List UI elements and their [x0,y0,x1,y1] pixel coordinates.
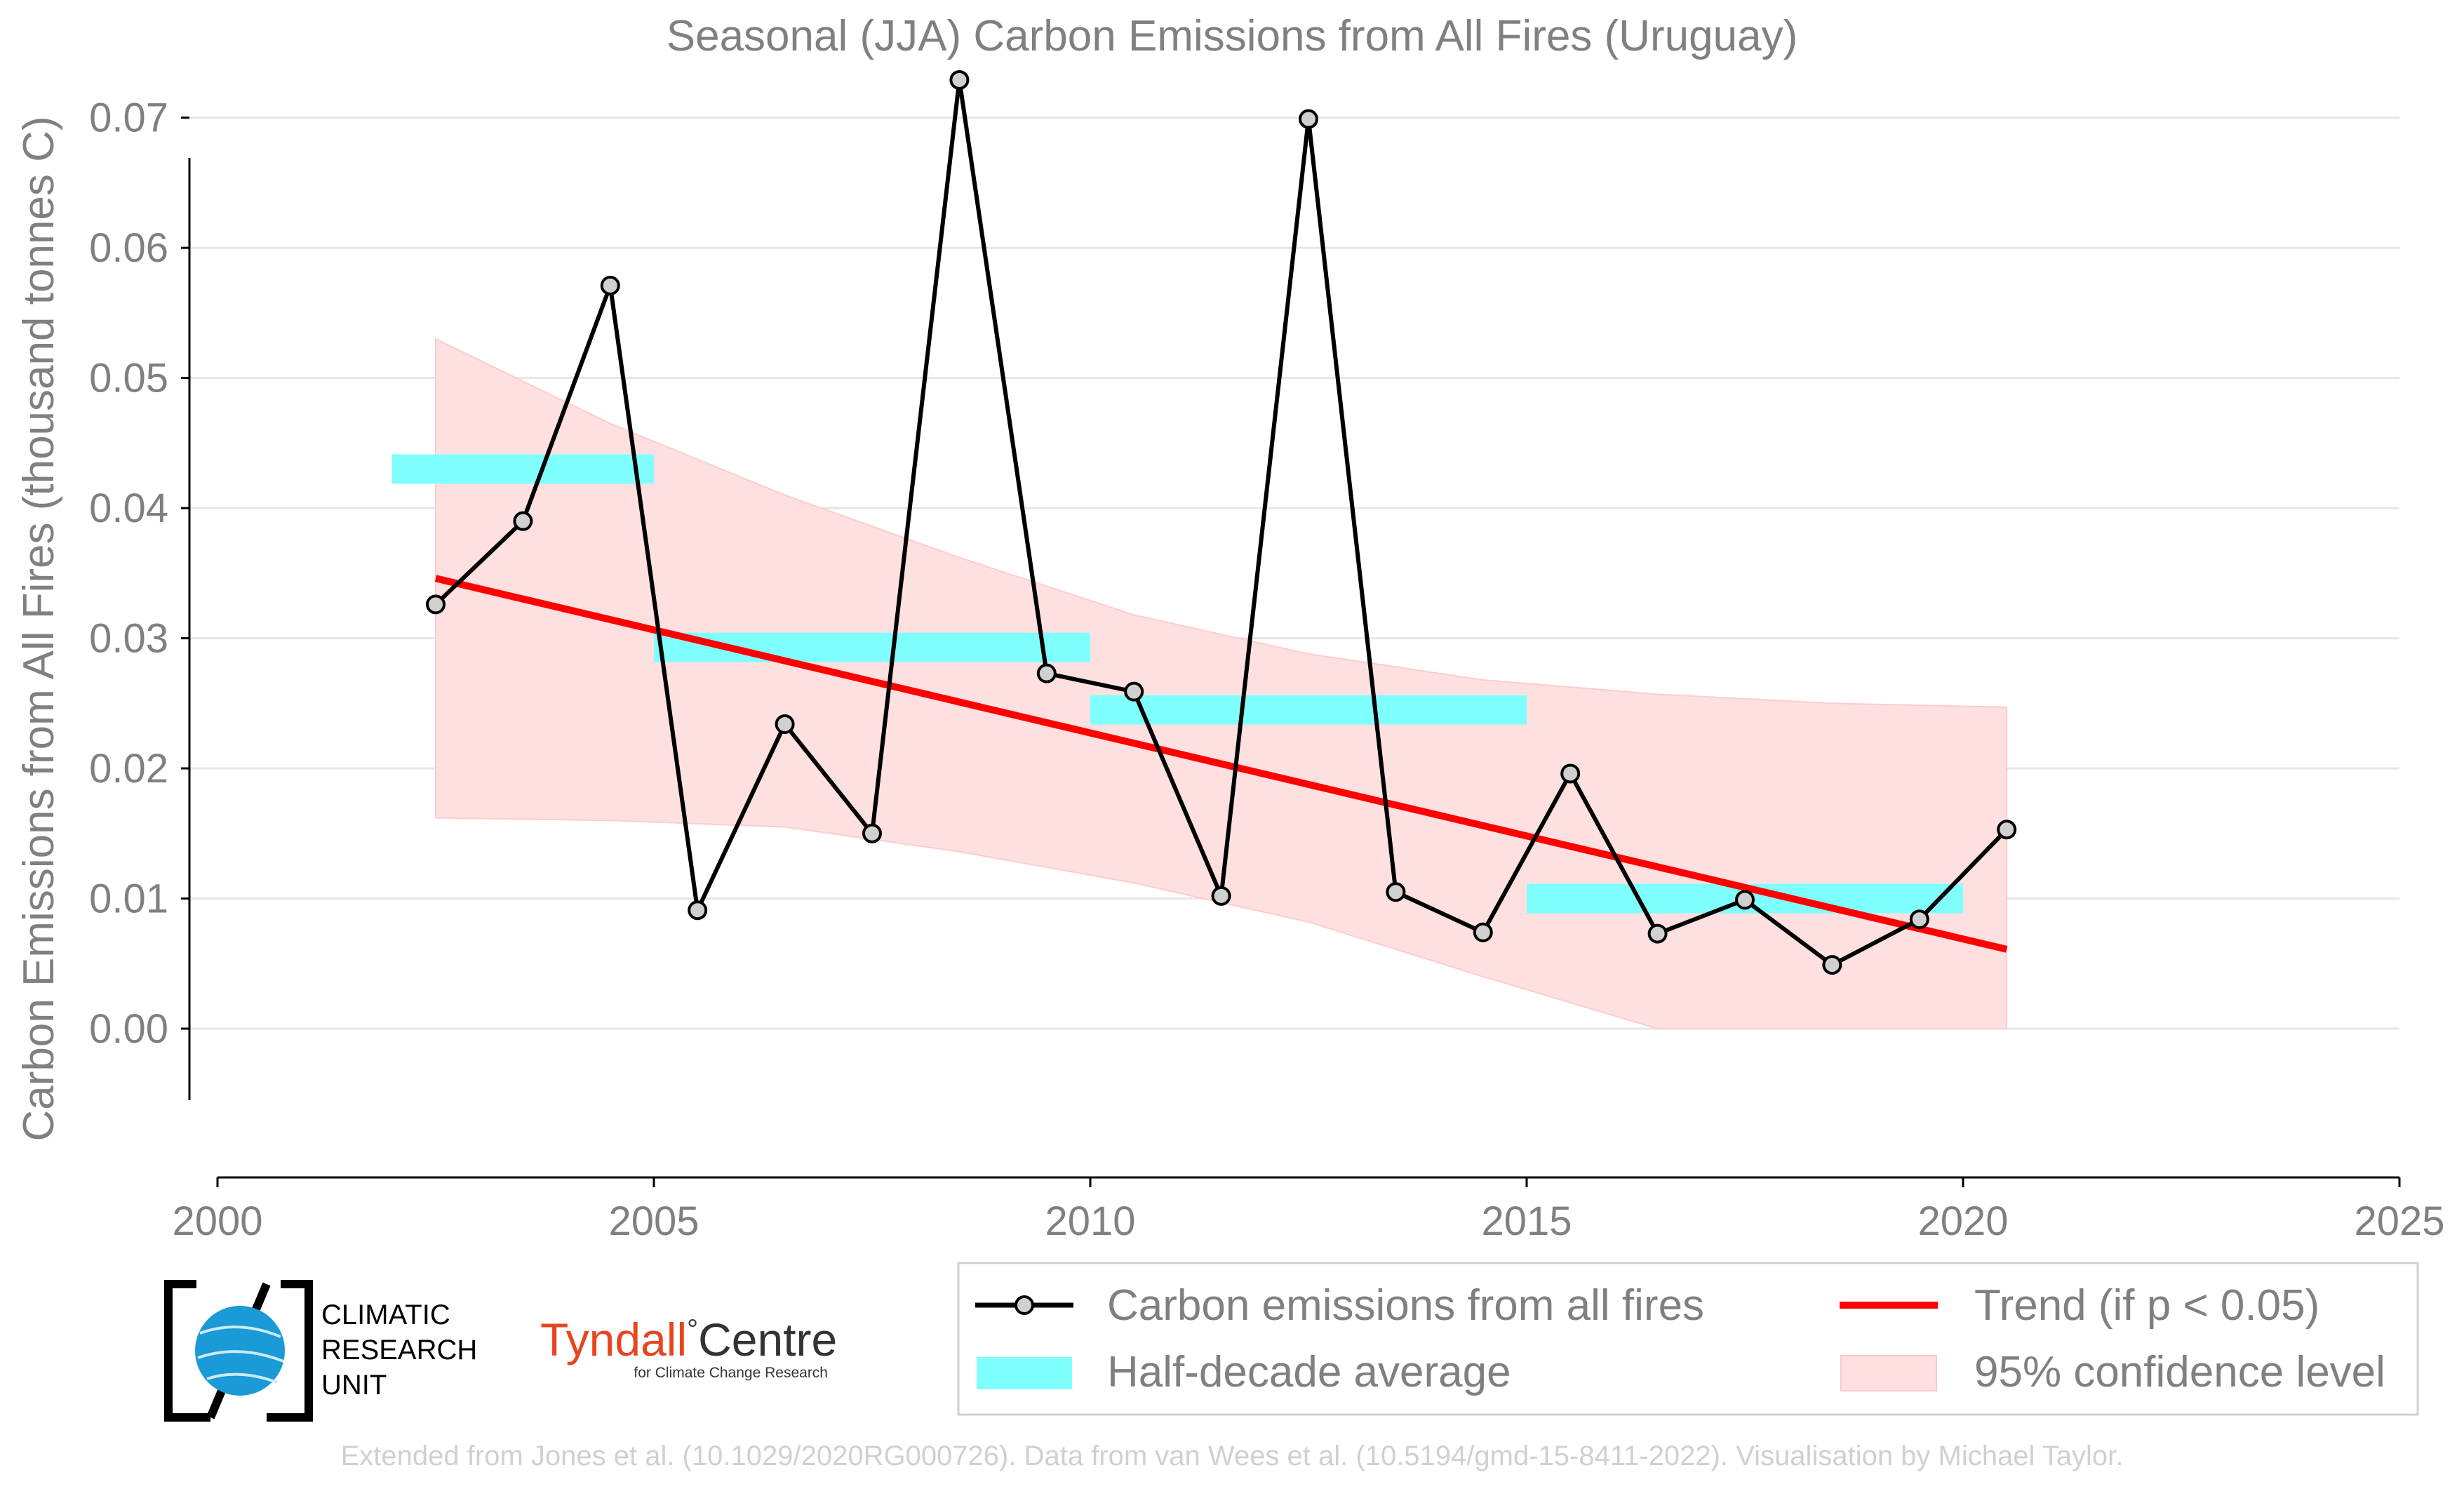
cru-line-3: UNIT [321,1370,387,1401]
emissions-point-2018.5 [1822,955,1842,975]
x-tick-label-2015: 2015 [1481,1198,1572,1244]
footer-credit: Extended from Jones et al. (10.1029/2020… [341,1441,2124,1471]
tyndall-degree: ° [687,1314,698,1345]
emissions-point-2014.5 [1473,922,1493,942]
y-tick-label-0.00: 0.00 [89,1006,168,1052]
emissions-point-2015.5 [1560,763,1581,784]
x-tick-label-2010: 2010 [1045,1198,1135,1244]
emissions-point-2006.5 [775,714,795,735]
half-decade-bar-2 [1090,695,1527,725]
cru-logo: CLIMATIC RESEARCH UNIT [164,1280,477,1422]
tyndall-subtitle: for Climate Change Research [634,1365,828,1381]
emissions-point-2020.5 [1997,820,2017,840]
emissions-point-2013.5 [1386,882,1406,902]
y-tick-label-0.05: 0.05 [89,356,168,401]
tyndall-centre: Centre [698,1314,837,1365]
cru-line-1: CLIMATIC [321,1300,450,1330]
legend-swatch-confidence [1840,1355,1937,1391]
legend-label-emissions: Carbon emissions from all fires [1107,1281,1704,1330]
emissions-point-2009.5 [1036,663,1057,683]
y-tick-label-0.03: 0.03 [89,616,168,662]
confidence-band-layer [435,338,2008,1029]
y-tick-label-0.07: 0.07 [89,95,168,141]
emissions-point-2007.5 [862,823,882,843]
emissions-point-2019.5 [1909,909,1929,930]
legend-label-trend: Trend (if p < 0.05) [1974,1281,2319,1330]
tyndall-name: Tyndall [540,1314,687,1365]
emissions-point-2012.5 [1299,109,1318,129]
emissions-point-2016.5 [1647,923,1668,944]
legend: Carbon emissions from all fires Trend (i… [957,1262,2419,1416]
y-tick-label-0.01: 0.01 [89,876,168,922]
trend-layer [434,575,2008,953]
legend-box [957,1262,2419,1416]
emissions-point-2004.5 [600,275,620,295]
y-axis-title: Carbon Emissions from All Fires (thousan… [15,116,63,1141]
x-tick-label-2020: 2020 [1917,1198,2008,1244]
legend-label-confidence: 95% confidence level [1974,1348,2385,1396]
trend-line [434,575,2008,953]
emissions-point-2011.5 [1211,886,1231,906]
y-tick-label-0.06: 0.06 [89,225,168,271]
x-tick-label-2025: 2025 [2354,1198,2444,1244]
confidence-band [435,338,2008,1029]
half-decade-bar-0 [391,454,654,484]
emissions-point-2017.5 [1735,890,1755,910]
y-axis-ticks: 0.00 0.01 0.02 0.03 0.04 0.05 0.06 0.07 [89,95,189,1052]
emissions-point-2002.5 [426,594,446,615]
x-axis-ticks: 2000 2005 2010 2015 2020 2025 [172,1177,2445,1244]
y-tick-label-0.04: 0.04 [89,486,168,531]
emissions-series-layer [426,69,2017,975]
legend-label-half-decade: Half-decade average [1107,1348,1511,1396]
emissions-point-2010.5 [1124,681,1144,702]
emissions-point-2005.5 [688,900,708,921]
tyndall-logo: Tyndall°Centre for Climate Change Resear… [540,1314,837,1381]
emissions-point-2008.5 [949,69,970,90]
legend-marker-emissions [1015,1295,1034,1315]
x-tick-label-2000: 2000 [172,1198,262,1244]
emissions-point-2003.5 [513,511,533,531]
x-tick-label-2005: 2005 [608,1198,699,1244]
chart-title: Seasonal (JJA) Carbon Emissions from All… [667,12,1798,60]
svg-text:Tyndall°Centre: Tyndall°Centre [540,1314,837,1365]
cru-line-2: RESEARCH [321,1335,477,1365]
y-tick-label-0.02: 0.02 [89,746,168,792]
legend-swatch-half-decade [977,1357,1072,1389]
